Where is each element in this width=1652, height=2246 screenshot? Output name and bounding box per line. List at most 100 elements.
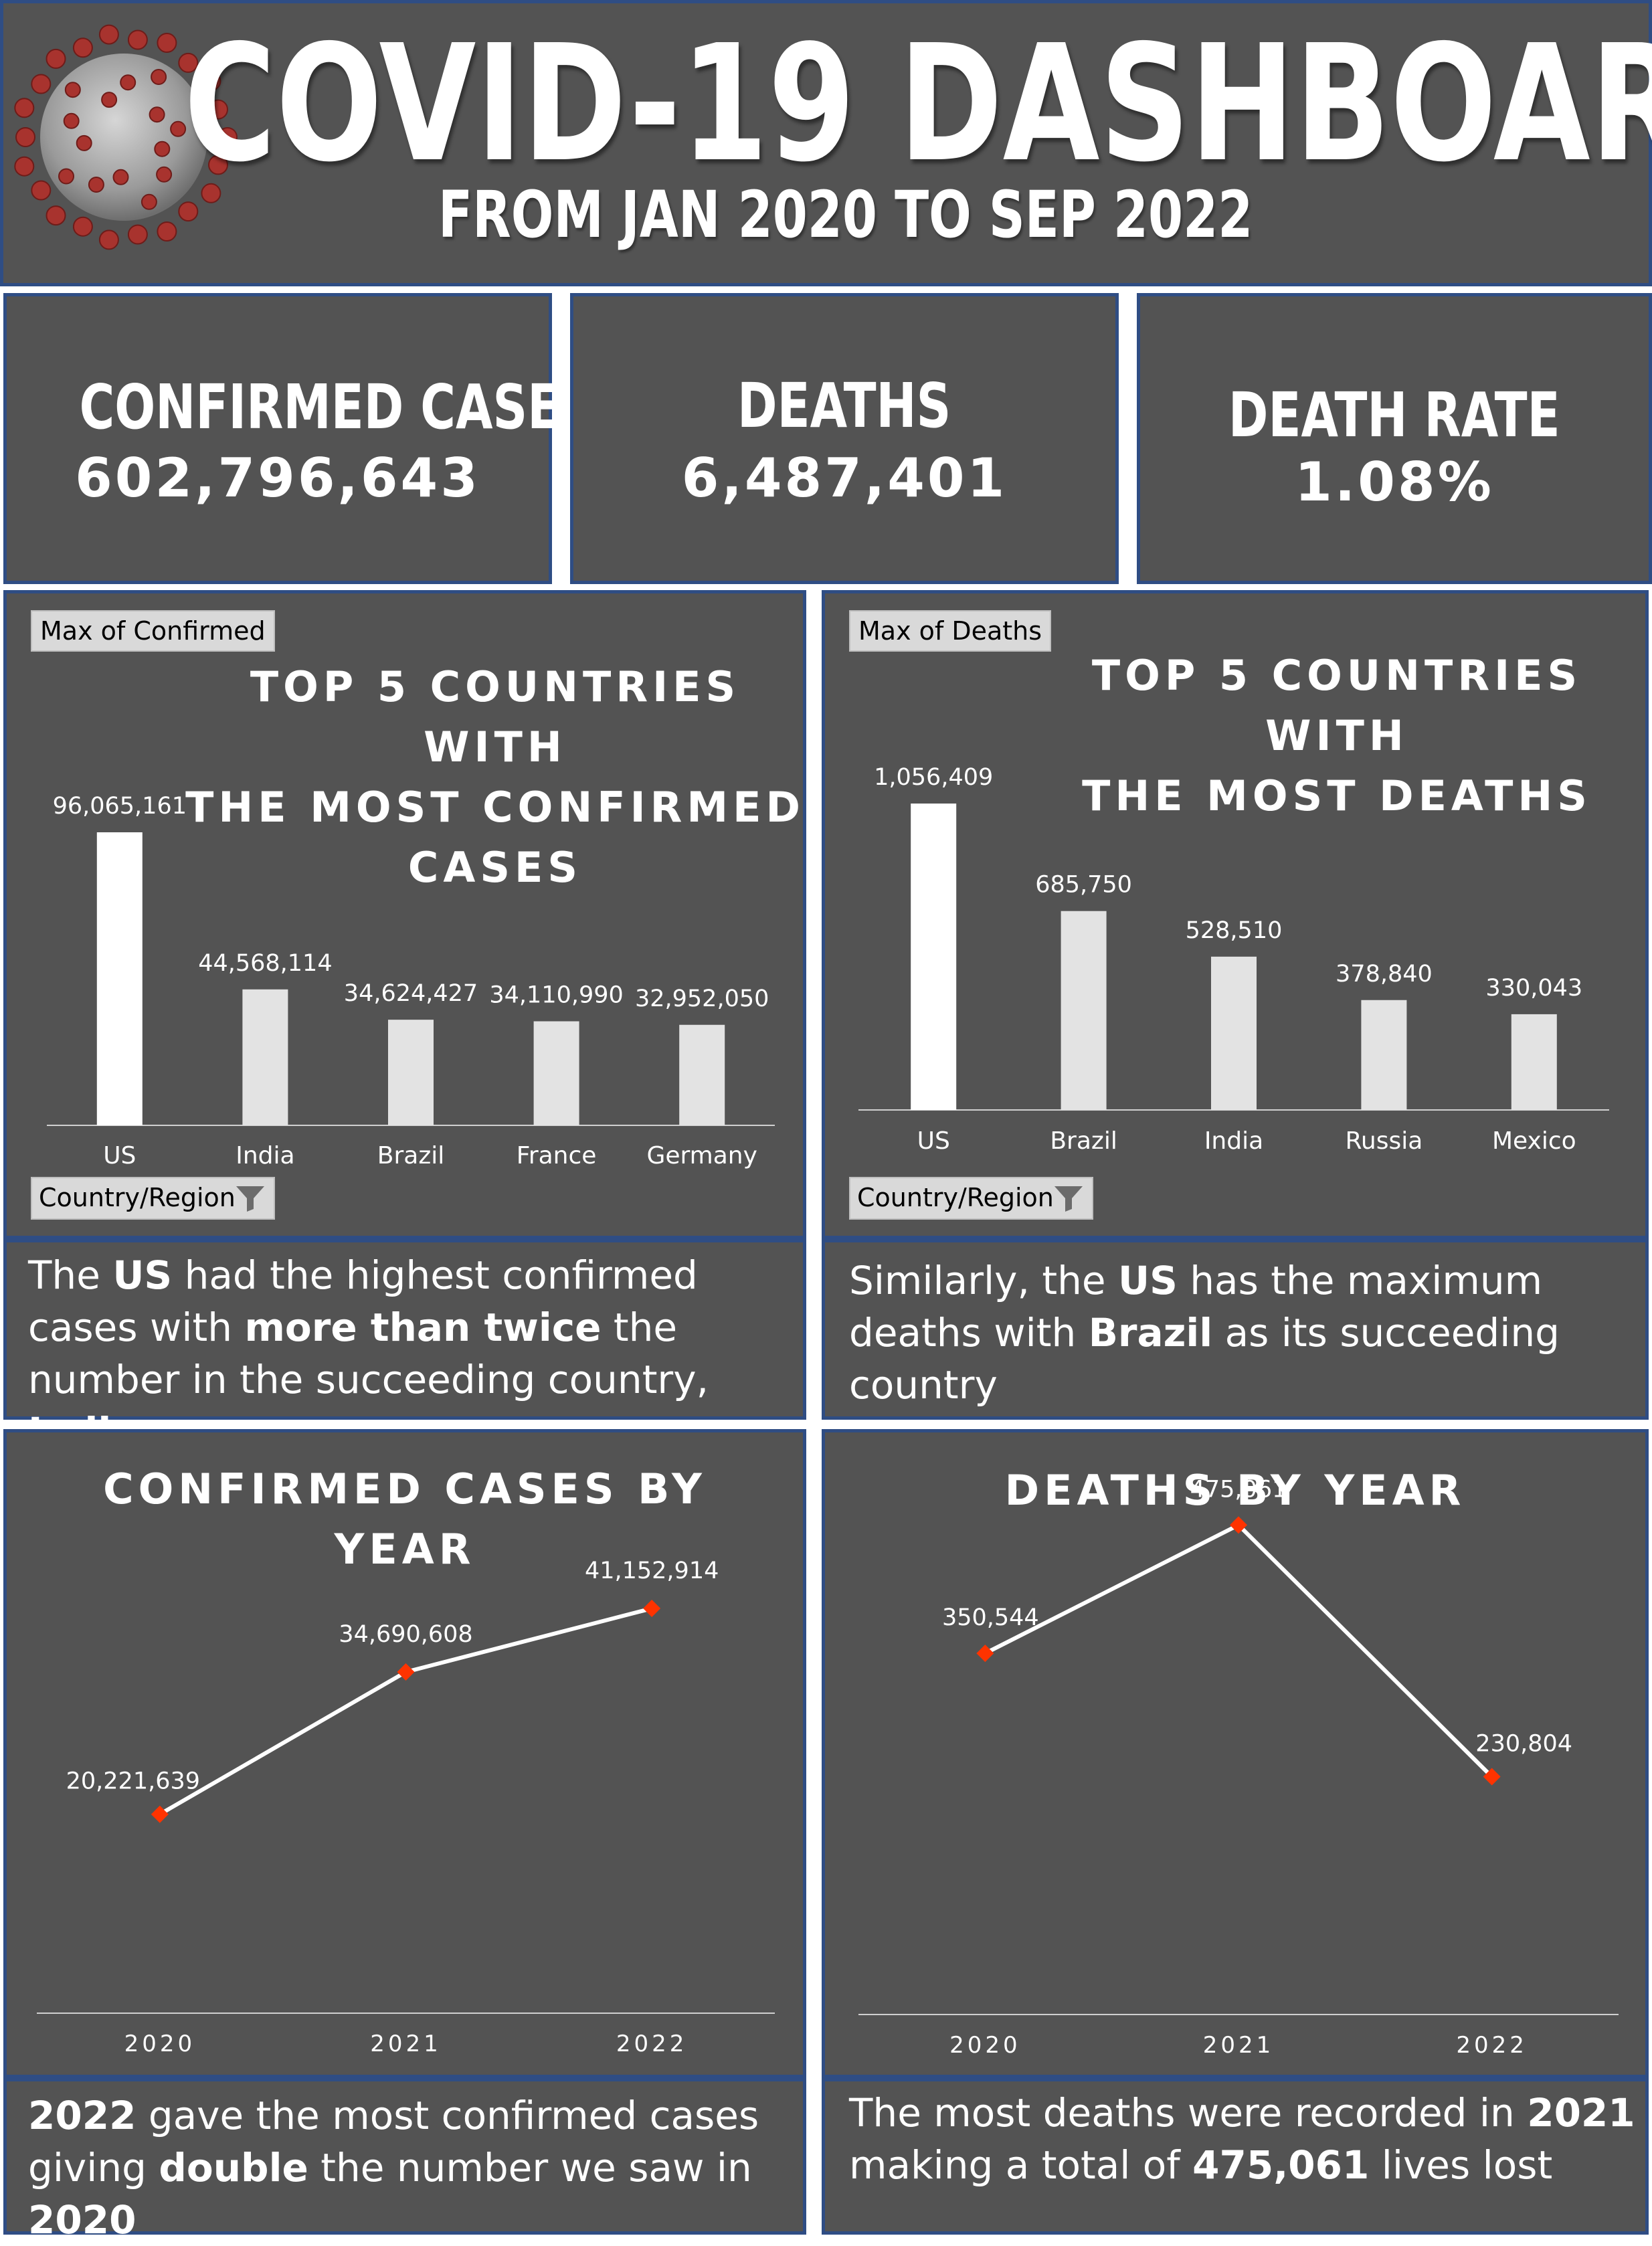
max-confirmed-field-button[interactable]: Max of Confirmed (31, 610, 275, 652)
data-label: 230,804 (1475, 1731, 1572, 1758)
bar-russia (1361, 1000, 1407, 1110)
virus-spike (149, 106, 165, 123)
top-deaths-chart: 1,056,409 US 685,750 Brazil 528,510 India 378,… (858, 764, 1609, 1155)
data-point (151, 1805, 169, 1823)
filter-funnel-icon (1054, 1186, 1083, 1212)
header-panel: COVID-19 DASHBOARD FROM JAN 2020 TO SEP … (0, 0, 1652, 286)
country-region-filter-button[interactable]: Country/Region (31, 1177, 275, 1220)
top-deaths-panel: Max of Deaths TOP 5 COUNTRIES WITH THE M… (822, 590, 1649, 1239)
top-deaths-title: TOP 5 COUNTRIES WITH THE MOST DEATHS (1082, 651, 1592, 820)
x-tick-label: 2022 (616, 2031, 688, 2057)
virus-spike (63, 112, 80, 129)
x-tick-label: Germany (646, 1142, 757, 1169)
data-point (1230, 1516, 1247, 1534)
kpi-deaths-card: DEATHS 6,487,401 (570, 293, 1119, 584)
top-confirmed-panel: Max of Confirmed TOP 5 COUNTRIES WITH TH… (3, 590, 806, 1239)
top-confirmed-title: TOP 5 COUNTRIES WITH THE MOST CONFIRMED … (185, 662, 805, 892)
virus-spike (127, 224, 148, 245)
virus-spike (170, 120, 187, 137)
data-label: 20,221,639 (66, 1768, 200, 1795)
caption-segment: as its succeeding country (849, 1310, 1560, 1408)
virus-spike (14, 98, 35, 118)
max-deaths-field-button[interactable]: Max of Deaths (849, 610, 1052, 652)
virus-spike (157, 33, 177, 53)
virus-spike (64, 82, 81, 98)
virus-spike (201, 71, 221, 92)
data-label: 350,544 (942, 1604, 1039, 1631)
x-tick-label: Mexico (1492, 1127, 1576, 1155)
x-tick-label: US (917, 1127, 950, 1155)
x-tick-label: 2021 (370, 2031, 442, 2057)
bar-brazil (388, 1020, 434, 1125)
filter-funnel-icon (236, 1186, 264, 1212)
virus-spike (127, 29, 148, 50)
deaths-by-year-panel: DEATHS BY YEAR 350,544 2020 475,061 2021 230… (822, 1429, 1649, 2078)
x-tick-label: Russia (1346, 1127, 1423, 1155)
data-point (1483, 1768, 1501, 1786)
bar-india (242, 989, 288, 1125)
x-tick-label: 2020 (949, 2032, 1021, 2059)
x-tick-label: India (236, 1142, 294, 1169)
caption-segment: making a total of (849, 2142, 1193, 2188)
kpi-confirmed-value: 602,796,643 (75, 447, 480, 509)
x-tick-label: India (1204, 1127, 1263, 1155)
virus-spike (151, 69, 167, 85)
kpi-death-rate-card: DEATH RATE 1.08% (1137, 293, 1652, 584)
virus-spike (156, 166, 173, 183)
caption-segment: 2021 (1527, 2090, 1635, 2136)
caption-segment: has the maximum deaths with (849, 1258, 1543, 1355)
caption-segment: more than twice (244, 1305, 602, 1350)
virus-spike (31, 74, 52, 94)
caption-segment: Similarly, the (849, 1258, 1118, 1303)
deaths-by-year-caption: The most deaths were recorded in 2021 ma… (849, 2087, 1639, 2191)
data-point (397, 1663, 415, 1681)
x-tick-label: 2020 (124, 2031, 196, 2057)
virus-spike (45, 48, 66, 69)
x-tick-label: France (517, 1142, 597, 1169)
data-point (976, 1645, 994, 1663)
kpi-deaths-label: DEATHS (737, 370, 951, 442)
caption-segment: Brazil (1088, 1310, 1213, 1355)
virus-spike (208, 99, 228, 120)
virus-spike (98, 229, 119, 250)
virus-spike (14, 156, 35, 177)
caption-segment: 2020 (28, 2197, 136, 2243)
bar-germany (679, 1024, 725, 1125)
x-tick-label: Brazil (377, 1142, 444, 1169)
caption-segment: The most deaths were recorded in (849, 2090, 1528, 2136)
data-label: 685,750 (1035, 872, 1132, 899)
virus-spike (15, 127, 35, 147)
kpi-death-rate-value: 1.08% (1295, 451, 1494, 513)
kpi-death-rate-label: DEATH RATE (1228, 379, 1560, 451)
confirmed-by-year-panel: CONFIRMED CASES BY YEAR 20,221,639 2020 34… (3, 1429, 806, 2078)
deaths-by-year-title: DEATHS BY YEAR (1004, 1466, 1466, 1515)
x-tick-label: US (103, 1142, 136, 1169)
caption-segment: double (159, 2145, 308, 2190)
virus-icon (14, 24, 238, 250)
deaths-by-year-caption-panel: The most deaths were recorded in 2021 ma… (822, 2078, 1649, 2235)
caption-segment: lives lost (1369, 2142, 1553, 2188)
kpi-confirmed-card: CONFIRMED CASES 602,796,643 (3, 293, 595, 584)
top-confirmed-chart: 96,065,161 US 44,568,114 India 34,624,427 Bra… (47, 793, 775, 1169)
virus-spike (178, 201, 199, 222)
bar-us (911, 804, 957, 1110)
top-deaths-caption: Similarly, the US has the maximum deaths… (849, 1254, 1639, 1411)
top-confirmed-caption: The US had the highest confirmed cases w… (28, 1249, 798, 1458)
data-label: 378,840 (1336, 961, 1433, 988)
caption-segment: the number in the succeeding country, (28, 1305, 709, 1402)
confirmed-by-year-caption-panel: 2022 gave the most confirmed cases givin… (3, 2078, 806, 2243)
virus-spike (45, 205, 66, 226)
virus-spike (178, 52, 199, 73)
data-label: 1,056,409 (874, 764, 993, 791)
data-label: 475,061 (1190, 1476, 1287, 1503)
data-label: 34,624,427 (344, 980, 478, 1007)
virus-spike (208, 155, 228, 175)
virus-spike (31, 180, 52, 201)
caption-segment: The (28, 1252, 113, 1298)
virus-spike (120, 74, 136, 91)
page-title: COVID-19 DASHBOARD (184, 10, 1652, 197)
kpi-deaths-value: 6,487,401 (681, 447, 1008, 509)
data-label: 330,043 (1485, 975, 1582, 1002)
country-region-filter-button-2[interactable]: Country/Region (849, 1177, 1093, 1220)
data-point (643, 1600, 661, 1618)
